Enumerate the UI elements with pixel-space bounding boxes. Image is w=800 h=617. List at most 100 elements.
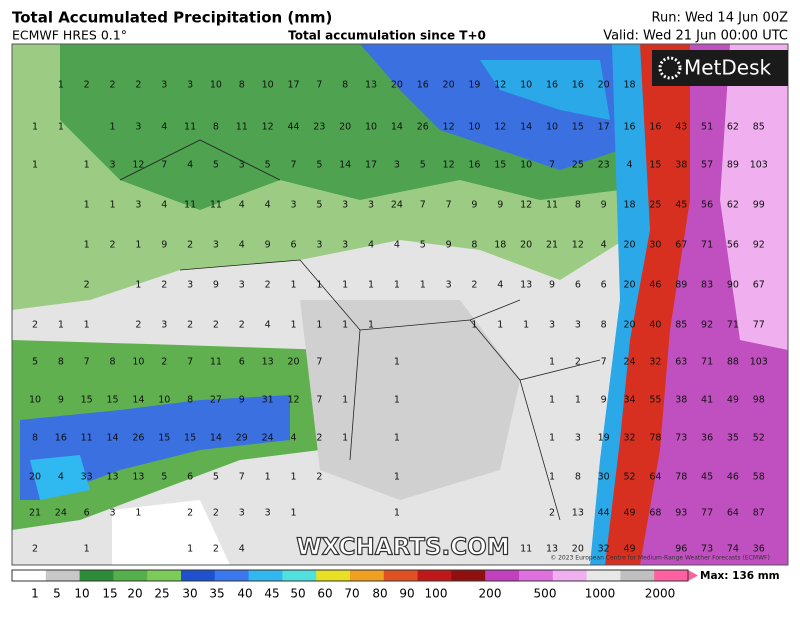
grid-value: 51 (701, 122, 713, 133)
grid-value: 67 (753, 280, 765, 291)
grid-value: 13 (107, 472, 119, 483)
copyright: © 2023 European Centre for Medium-Range … (550, 555, 770, 562)
grid-value: 7 (161, 160, 167, 171)
legend-swatch (485, 570, 520, 581)
legend-tick: 15 (102, 587, 117, 601)
subtitle: Total accumulation since T+0 (288, 29, 486, 43)
grid-value: 1 (84, 200, 90, 211)
grid-value: 10 (29, 395, 41, 406)
grid-value: 5 (265, 160, 271, 171)
legend-max: Max: 136 mm (700, 570, 780, 582)
grid-value: 8 (239, 80, 245, 91)
grid-value: 3 (342, 240, 348, 251)
map-frame (11, 43, 789, 566)
grid-value: 2 (32, 544, 38, 555)
grid-value: 16 (546, 80, 558, 91)
grid-value: 10 (520, 160, 532, 171)
grid-value: 2 (110, 240, 116, 251)
grid-value: 45 (701, 472, 713, 483)
grid-value: 52 (624, 472, 636, 483)
grid-value: 4 (265, 200, 271, 211)
grid-value: 1 (290, 320, 296, 331)
grid-value: 1 (549, 395, 555, 406)
grid-value: 4 (161, 200, 167, 211)
grid-value: 10 (468, 122, 480, 133)
grid-value: 44 (287, 122, 299, 133)
grid-value: 14 (339, 160, 351, 171)
legend-tick: 25 (154, 587, 169, 601)
grid-value: 15 (107, 395, 119, 406)
grid-value: 5 (316, 200, 322, 211)
legend-swatch (519, 570, 554, 581)
grid-value: 4 (290, 433, 296, 444)
grid-value: 62 (727, 200, 739, 211)
grid-value: 12 (494, 122, 506, 133)
grid-value: 1 (549, 357, 555, 368)
grid-value: 3 (265, 508, 271, 519)
legend-tick: 2000 (645, 587, 676, 601)
grid-value: 96 (675, 544, 687, 555)
grid-value: 3 (239, 508, 245, 519)
legend-arrow (688, 570, 698, 581)
grid-value: 2 (471, 280, 477, 291)
grid-value: 15 (81, 395, 93, 406)
grid-value: 3 (161, 80, 167, 91)
grid-value: 78 (649, 433, 661, 444)
grid-value: 64 (649, 472, 661, 483)
grid-value: 29 (236, 433, 248, 444)
grid-value: 20 (29, 472, 41, 483)
legend-swatch (147, 570, 182, 581)
grid-value: 56 (701, 200, 713, 211)
grid-value: 20 (624, 320, 636, 331)
grid-value: 1 (342, 280, 348, 291)
title: Total Accumulated Precipitation (mm) (12, 9, 332, 27)
grid-value: 8 (58, 357, 64, 368)
grid-value: 1 (58, 80, 64, 91)
grid-value: 20 (443, 80, 455, 91)
grid-value: 3 (394, 160, 400, 171)
grid-value: 1 (394, 433, 400, 444)
grid-value: 1 (342, 320, 348, 331)
grid-value: 2 (84, 80, 90, 91)
grid-value: 9 (601, 395, 607, 406)
grid-value: 2 (110, 80, 116, 91)
grid-value: 93 (675, 508, 687, 519)
grid-value: 56 (727, 240, 739, 251)
watermark: WXCHARTS.COM (296, 535, 509, 561)
grid-value: 12 (520, 200, 532, 211)
grid-value: 14 (107, 433, 119, 444)
grid-value: 13 (572, 508, 584, 519)
grid-value: 98 (753, 395, 765, 406)
grid-value: 2 (265, 280, 271, 291)
grid-value: 25 (649, 200, 661, 211)
grid-value: 3 (290, 200, 296, 211)
grid-value: 1 (394, 395, 400, 406)
grid-value: 10 (546, 122, 558, 133)
grid-value: 2 (187, 320, 193, 331)
grid-value: 16 (55, 433, 67, 444)
grid-value: 5 (420, 240, 426, 251)
legend-tick: 70 (344, 587, 359, 601)
grid-value: 25 (572, 160, 584, 171)
grid-value: 7 (420, 200, 426, 211)
grid-value: 46 (649, 280, 661, 291)
grid-value: 49 (727, 395, 739, 406)
grid-value: 27 (210, 395, 222, 406)
grid-value: 49 (624, 508, 636, 519)
valid: Valid: Wed 21 Jun 00:00 UTC (603, 29, 788, 44)
grid-value: 20 (287, 357, 299, 368)
grid-value: 6 (290, 240, 296, 251)
grid-value: 8 (575, 200, 581, 211)
grid-value: 10 (520, 80, 532, 91)
legend-tick: 10 (74, 587, 89, 601)
legend: 1 5 10 15 20 25 30 35 40 45 50 60 70 80 90 100 200 500 100… (11, 569, 698, 601)
grid-value: 7 (239, 472, 245, 483)
grid-value: 16 (468, 160, 480, 171)
grid-value: 89 (727, 160, 739, 171)
grid-value: 32 (624, 433, 636, 444)
grid-value: 8 (110, 357, 116, 368)
grid-value: 5 (420, 160, 426, 171)
model: ECMWF HRES 0.1° (12, 28, 127, 43)
grid-value: 1 (110, 122, 116, 133)
legend-tick: 35 (209, 587, 224, 601)
